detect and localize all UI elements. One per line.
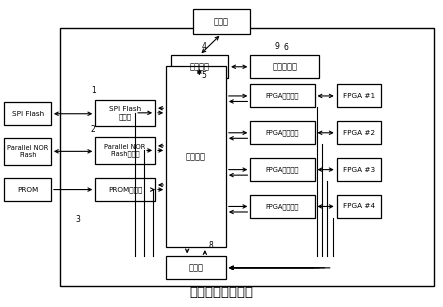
- Text: FPGA #4: FPGA #4: [343, 204, 375, 209]
- Bar: [60, 28, 434, 286]
- Text: 配置回读刷新电路: 配置回读刷新电路: [190, 286, 253, 299]
- Bar: [337, 195, 381, 218]
- Text: 9: 9: [275, 42, 280, 51]
- Bar: [171, 55, 228, 78]
- Bar: [250, 84, 315, 107]
- Text: 配置寄存器: 配置寄存器: [272, 62, 297, 71]
- Text: FPGA接口模块: FPGA接口模块: [266, 203, 299, 210]
- Bar: [337, 158, 381, 181]
- Text: FPGA接口模块: FPGA接口模块: [266, 130, 299, 136]
- Bar: [4, 102, 51, 125]
- Text: Parallel NOR
Flash: Parallel NOR Flash: [7, 145, 48, 158]
- Bar: [95, 100, 155, 126]
- Text: 2: 2: [91, 125, 96, 134]
- Bar: [337, 84, 381, 107]
- Bar: [250, 195, 315, 218]
- Text: 状态机: 状态机: [189, 263, 203, 272]
- Text: 1: 1: [91, 86, 96, 95]
- Text: 6: 6: [284, 43, 288, 52]
- Bar: [250, 121, 315, 144]
- Text: 4: 4: [202, 42, 206, 51]
- Text: SPI Flash
控制器: SPI Flash 控制器: [109, 106, 141, 120]
- Text: 数据通路: 数据通路: [186, 152, 206, 161]
- Text: PROM: PROM: [17, 187, 38, 192]
- Bar: [4, 138, 51, 165]
- Text: FPGA接口模块: FPGA接口模块: [266, 166, 299, 173]
- Bar: [95, 178, 155, 201]
- Text: 5: 5: [202, 71, 206, 80]
- Text: 8: 8: [208, 241, 213, 250]
- Bar: [4, 178, 51, 201]
- Bar: [250, 158, 315, 181]
- Bar: [337, 121, 381, 144]
- Text: 串口模块: 串口模块: [189, 62, 210, 71]
- Bar: [95, 137, 155, 164]
- Text: FPGA接口模块: FPGA接口模块: [266, 93, 299, 99]
- Text: 上位机: 上位机: [214, 17, 229, 26]
- Text: 3: 3: [75, 215, 80, 224]
- Text: FPGA #1: FPGA #1: [343, 93, 375, 99]
- Bar: [166, 66, 226, 247]
- Bar: [166, 256, 226, 279]
- Text: PROM控制器: PROM控制器: [108, 186, 142, 193]
- Text: FPGA #2: FPGA #2: [343, 130, 375, 136]
- Text: SPI Flash: SPI Flash: [12, 111, 44, 117]
- Text: FPGA #3: FPGA #3: [343, 167, 375, 173]
- Text: Parallel NOR
Flash控制器: Parallel NOR Flash控制器: [105, 144, 146, 157]
- Bar: [250, 55, 319, 78]
- Bar: [193, 9, 250, 34]
